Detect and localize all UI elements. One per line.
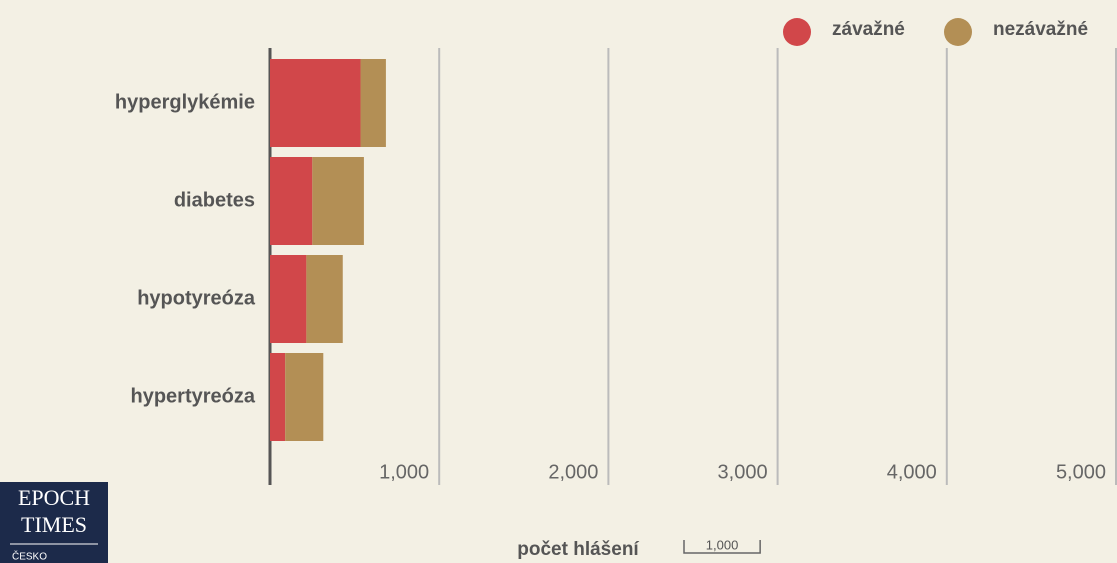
- legend-swatch: [944, 18, 972, 46]
- x-tick-label: 3,000: [718, 461, 768, 483]
- x-axis-title: počet hlášení: [517, 539, 639, 560]
- y-tick-label: hypertyreóza: [131, 385, 256, 407]
- legend-swatch: [783, 18, 811, 46]
- x-tick-label: 1,000: [379, 461, 429, 483]
- scale-bar-label: 1,000: [706, 537, 739, 552]
- x-tick-label: 2,000: [548, 461, 598, 483]
- bar-segment: [360, 59, 386, 147]
- bar-segment: [270, 59, 361, 147]
- y-tick-label: diabetes: [174, 189, 255, 211]
- logo-text: EPOCH: [18, 485, 90, 510]
- bar-segment: [312, 157, 364, 245]
- bar-segment: [285, 353, 324, 441]
- y-tick-label: hypotyreóza: [137, 287, 256, 309]
- legend-label: závažné: [832, 19, 905, 40]
- y-tick-label: hyperglykémie: [115, 91, 255, 113]
- x-tick-label: 4,000: [887, 461, 937, 483]
- logo-text: ČESKO: [12, 550, 47, 563]
- bar-segment: [270, 255, 307, 343]
- logo-box: [0, 482, 108, 563]
- bar-segment: [270, 157, 313, 245]
- x-tick-label: 5,000: [1056, 461, 1106, 483]
- bar-segment: [306, 255, 343, 343]
- legend-label: nezávažné: [993, 19, 1088, 40]
- bar-segment: [270, 353, 286, 441]
- logo-text: TIMES: [21, 512, 87, 537]
- scale-bar: [683, 540, 761, 554]
